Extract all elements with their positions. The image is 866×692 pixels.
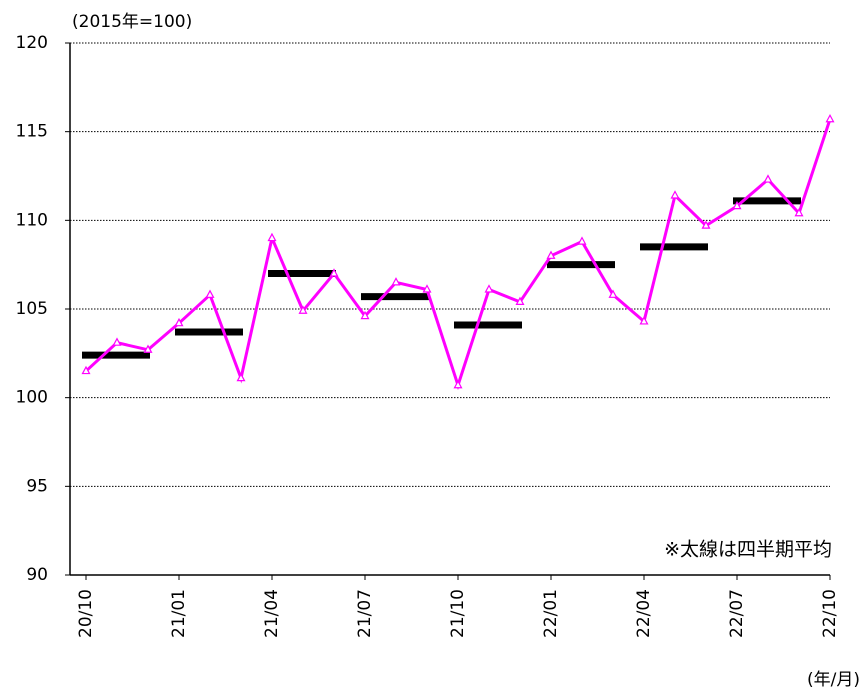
point-marker <box>112 337 122 346</box>
point-marker <box>763 174 773 183</box>
point-marker <box>639 316 649 325</box>
point-marker <box>453 379 463 389</box>
x-tick-label: 22/07 <box>727 589 747 638</box>
x-tick-label: 20/10 <box>76 589 96 638</box>
x-tick-label: 21/10 <box>448 589 468 638</box>
point-marker <box>732 200 742 210</box>
y-axis-label: (2015年=100) <box>72 12 192 32</box>
point-marker <box>701 220 711 229</box>
point-marker <box>143 344 153 353</box>
y-tick-label: 110 <box>16 210 48 230</box>
y-tick-label: 100 <box>16 388 48 408</box>
point-marker <box>81 365 91 375</box>
point-marker <box>515 296 525 306</box>
x-tick-label: 21/07 <box>355 589 375 638</box>
y-tick-label: 120 <box>16 33 48 53</box>
x-tick-label: 22/04 <box>634 589 654 638</box>
point-marker <box>825 113 835 123</box>
y-tick-label: 90 <box>26 565 48 585</box>
x-tick-label: 22/01 <box>541 589 561 638</box>
point-marker <box>205 289 215 298</box>
y-tick-label: 95 <box>26 476 48 496</box>
point-marker <box>670 190 680 199</box>
point-marker <box>391 277 401 286</box>
point-marker <box>422 284 432 293</box>
annotation: ※太線は四半期平均 <box>664 539 832 561</box>
point-marker <box>298 305 308 314</box>
line <box>84 118 832 391</box>
x-tick-label: 21/04 <box>262 589 282 638</box>
point-marker <box>360 310 370 320</box>
point-marker <box>577 236 587 245</box>
point-marker <box>174 317 184 327</box>
point-marker <box>267 232 277 242</box>
point-marker <box>608 289 618 298</box>
point-marker <box>329 268 339 277</box>
point-marker <box>794 207 804 217</box>
point-marker <box>546 250 556 259</box>
y-tick-label: 105 <box>16 299 48 319</box>
x-tick-label: 22/10 <box>820 589 840 638</box>
point-marker <box>236 372 246 382</box>
point-marker <box>484 284 494 293</box>
x-axis-label: (年/月) <box>807 670 860 690</box>
y-tick-label: 115 <box>16 122 48 142</box>
x-tick-label: 21/01 <box>169 589 189 638</box>
